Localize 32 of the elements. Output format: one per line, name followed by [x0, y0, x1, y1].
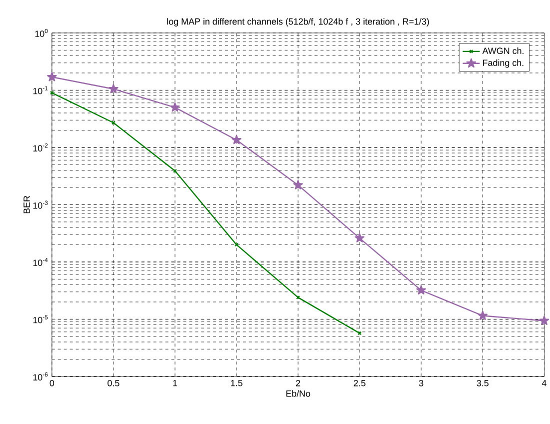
x-tick-label: 3 — [418, 380, 424, 386]
y-tick-label: 10$^{-2}$ — [33, 143, 48, 152]
point — [293, 180, 303, 190]
x-tick-label: 4 — [542, 380, 546, 386]
chart-title: log MAP in different channels (512b/f, 1024b f , 3 iteration , R=1/3) — [167, 18, 429, 26]
x-tick-label: 0.5 — [108, 380, 120, 386]
y-axis-title: BER — [24, 196, 30, 213]
x-tick-label: 2.5 — [354, 380, 366, 386]
x-tick-label: 0 — [50, 380, 54, 386]
y-tick-label: 10$^{-4}$ — [33, 258, 48, 266]
x-tick-label: 1.5 — [230, 380, 242, 386]
point — [47, 72, 57, 82]
point — [234, 242, 239, 247]
y-tick-label: 10$^{-5}$ — [33, 315, 48, 324]
x-tick-label: 1 — [173, 380, 178, 386]
x-tick-label: 2 — [296, 380, 300, 386]
point — [416, 285, 426, 294]
point — [354, 232, 364, 242]
x-tick-label: 3.5 — [476, 380, 489, 386]
point — [232, 134, 242, 144]
y-tick-label: 10$^{-1}$ — [33, 86, 48, 94]
legend-label: Fading ch. — [483, 59, 524, 68]
point — [108, 84, 118, 94]
x-axis-title: Eb/No — [286, 390, 310, 397]
legend-label: AWGN ch. — [482, 47, 524, 54]
point — [539, 315, 550, 325]
point — [111, 120, 116, 125]
y-tick-label: 10$^{-3}$ — [33, 200, 48, 209]
point — [170, 102, 180, 112]
point — [478, 310, 488, 320]
y-tick-label: 10$^{-6}$ — [33, 372, 48, 380]
y-tick-label: 10$^{0}$ — [35, 28, 48, 37]
